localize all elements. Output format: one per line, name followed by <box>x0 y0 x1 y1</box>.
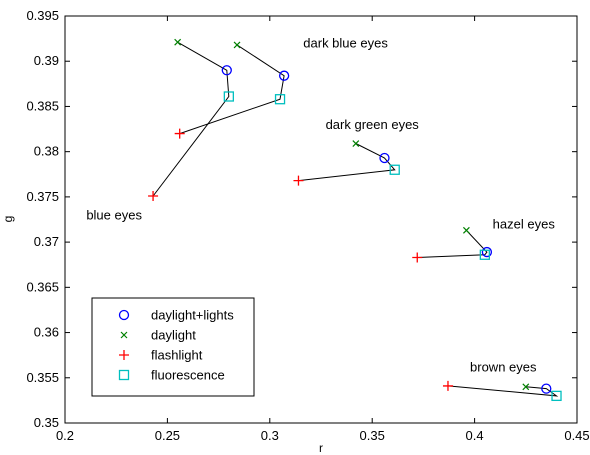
daylight-lights-marker <box>541 383 552 394</box>
legend-marker-flashlight <box>119 350 129 360</box>
y-tick-label: 0.35 <box>34 415 59 430</box>
legend-entry-label: daylight+lights <box>151 308 234 323</box>
daylight-marker <box>522 383 530 391</box>
daylight-marker <box>233 41 241 49</box>
daylight-lights-marker <box>481 246 493 258</box>
legend-marker-fluorescence <box>118 369 130 381</box>
x-tick-label: 0.45 <box>564 428 589 443</box>
daylight-marker <box>352 140 360 147</box>
daylight-marker <box>174 38 182 46</box>
flashlight-marker <box>293 175 304 186</box>
legend-entry-label: fluorescence <box>151 368 225 383</box>
flashlight-marker <box>442 380 453 391</box>
legend-marker-daylight <box>120 331 128 339</box>
flashlight-marker <box>174 128 185 139</box>
y-tick-label: 0.365 <box>26 279 59 294</box>
connector-line <box>179 44 285 135</box>
legend-marker-daylight-lights <box>118 309 130 321</box>
legend-entry-label: flashlight <box>151 348 203 363</box>
fluorescence-marker <box>551 390 562 402</box>
y-axis-label: g <box>1 216 15 223</box>
legend: daylight+lights daylight flashlight fluores… <box>91 297 255 397</box>
data-points <box>148 38 562 402</box>
daylight-lights-marker <box>278 70 290 81</box>
x-tick-label: 0.2 <box>56 428 74 443</box>
y-tick-label: 0.38 <box>34 144 59 159</box>
x-tick-label: 0.4 <box>466 428 484 443</box>
connector-line <box>417 230 488 258</box>
connector-line <box>298 143 396 182</box>
connector-lines <box>152 41 559 397</box>
daylight-lights-marker <box>221 65 232 76</box>
y-tick-label: 0.355 <box>26 370 59 385</box>
y-tick-label: 0.37 <box>34 234 59 249</box>
y-tick-label: 0.36 <box>34 325 59 340</box>
group-label: hazel eyes <box>493 217 556 232</box>
group-label: brown eyes <box>470 359 537 374</box>
x-tick-label: 0.3 <box>261 428 279 443</box>
group-label: dark blue eyes <box>303 36 388 51</box>
x-tick-label: 0.25 <box>155 428 180 443</box>
y-tick-label: 0.395 <box>26 8 59 23</box>
x-tick-label: 0.35 <box>360 428 385 443</box>
connector-line <box>152 41 230 197</box>
fluorescence-marker <box>479 249 490 260</box>
y-tick-label: 0.385 <box>26 98 59 113</box>
daylight-lights-marker <box>379 152 390 164</box>
flashlight-marker <box>412 252 423 263</box>
group-annotations: dark blue eyes blue eyes dark green eyes ha… <box>86 36 555 375</box>
fluorescence-marker <box>223 91 234 102</box>
group-label: blue eyes <box>86 208 142 223</box>
y-axis: 0.35 0.355 0.36 0.365 0.37 0.375 0.38 0.385 0.39… <box>26 8 577 430</box>
flashlight-marker <box>148 190 159 201</box>
y-tick-label: 0.39 <box>34 53 59 68</box>
fluorescence-marker <box>389 164 400 175</box>
group-label: dark green eyes <box>326 117 420 132</box>
x-axis: 0.2 0.25 0.3 0.35 0.4 0.45 <box>56 16 590 443</box>
fluorescence-marker <box>274 94 286 105</box>
daylight-marker <box>462 226 470 234</box>
legend-entry-label: daylight <box>151 328 196 343</box>
x-axis-label: r <box>319 441 323 455</box>
y-tick-label: 0.375 <box>26 189 59 204</box>
